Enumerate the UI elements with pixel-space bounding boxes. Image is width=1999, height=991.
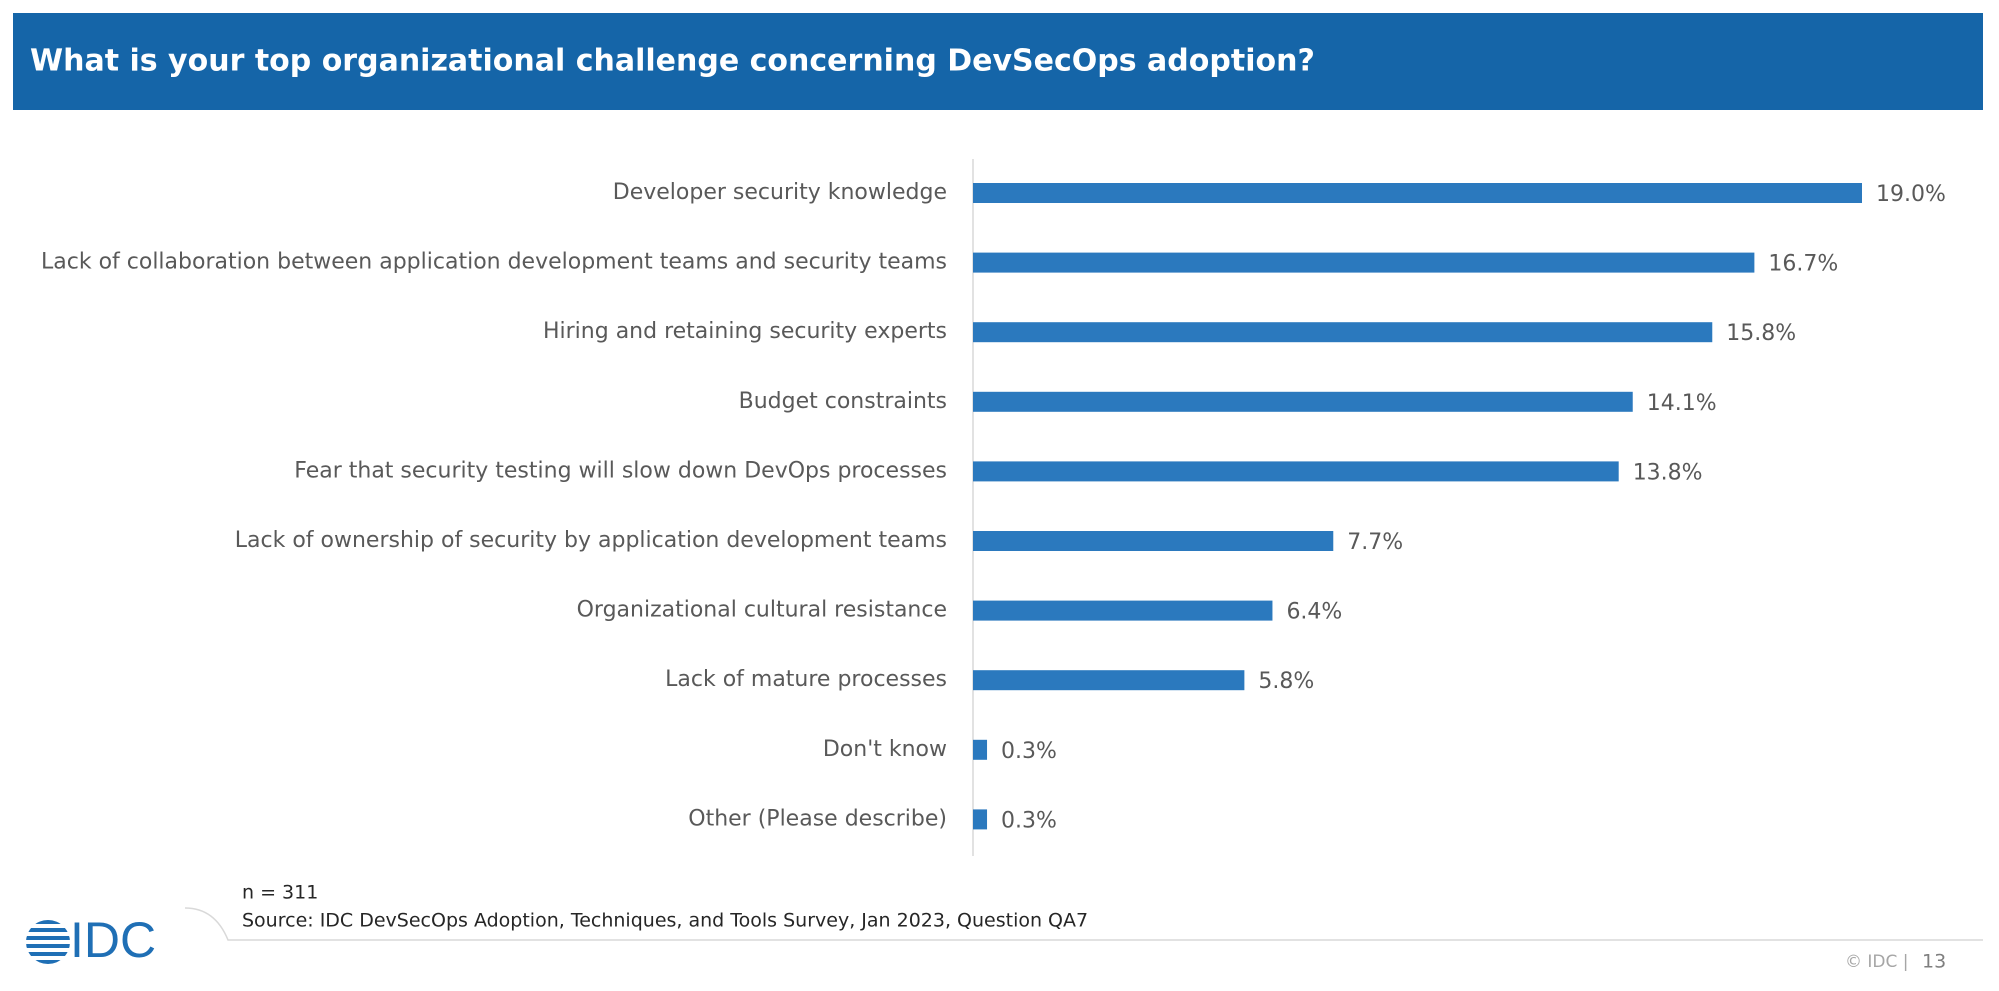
bar: [973, 252, 1755, 273]
copyright: © IDC |: [1845, 952, 1909, 972]
value-label: 0.3%: [1001, 808, 1057, 833]
value-label: 7.7%: [1347, 530, 1403, 555]
bar: [973, 461, 1619, 482]
footer-rule: [184, 907, 1983, 941]
category-label: Hiring and retaining security experts: [543, 319, 947, 344]
category-label: Developer security knowledge: [613, 180, 947, 205]
bar: [973, 670, 1245, 691]
category-label: Organizational cultural resistance: [577, 598, 947, 623]
value-label: 15.8%: [1726, 321, 1796, 346]
page-number: 13: [1922, 951, 1946, 973]
source: Source: IDC DevSecOps Adoption, Techniqu…: [242, 910, 1088, 932]
chart-title: What is your top organizational challeng…: [30, 44, 1315, 79]
category-label: Lack of collaboration between applicatio…: [41, 250, 947, 275]
category-label: Lack of mature processes: [665, 667, 947, 692]
value-label: 13.8%: [1633, 460, 1703, 485]
bar: [973, 531, 1334, 551]
bars: Developer security knowledge 19.0% Lack of…: [41, 180, 1946, 833]
bar: [973, 322, 1713, 343]
value-label: 6.4%: [1286, 600, 1342, 625]
bar: [973, 391, 1633, 412]
value-label: 5.8%: [1258, 669, 1314, 694]
title-bar: [13, 13, 1983, 110]
bar: [973, 739, 988, 760]
value-label: 0.3%: [1001, 739, 1057, 764]
value-label: 16.7%: [1768, 252, 1838, 277]
category-label: Lack of ownership of security by applica…: [235, 528, 947, 553]
sample-size: n = 311: [242, 882, 318, 904]
category-label: Don't know: [823, 737, 947, 762]
value-label: 14.1%: [1647, 391, 1717, 416]
bar: [973, 809, 988, 830]
bar: [973, 183, 1862, 203]
bar: [973, 600, 1273, 621]
category-label: Budget constraints: [739, 389, 947, 414]
logo: IDC: [26, 912, 156, 968]
value-label: 19.0%: [1876, 182, 1946, 207]
category-label: Fear that security testing will slow dow…: [294, 458, 947, 483]
logo-text: IDC: [70, 912, 156, 968]
category-label: Other (Please describe): [688, 806, 947, 831]
